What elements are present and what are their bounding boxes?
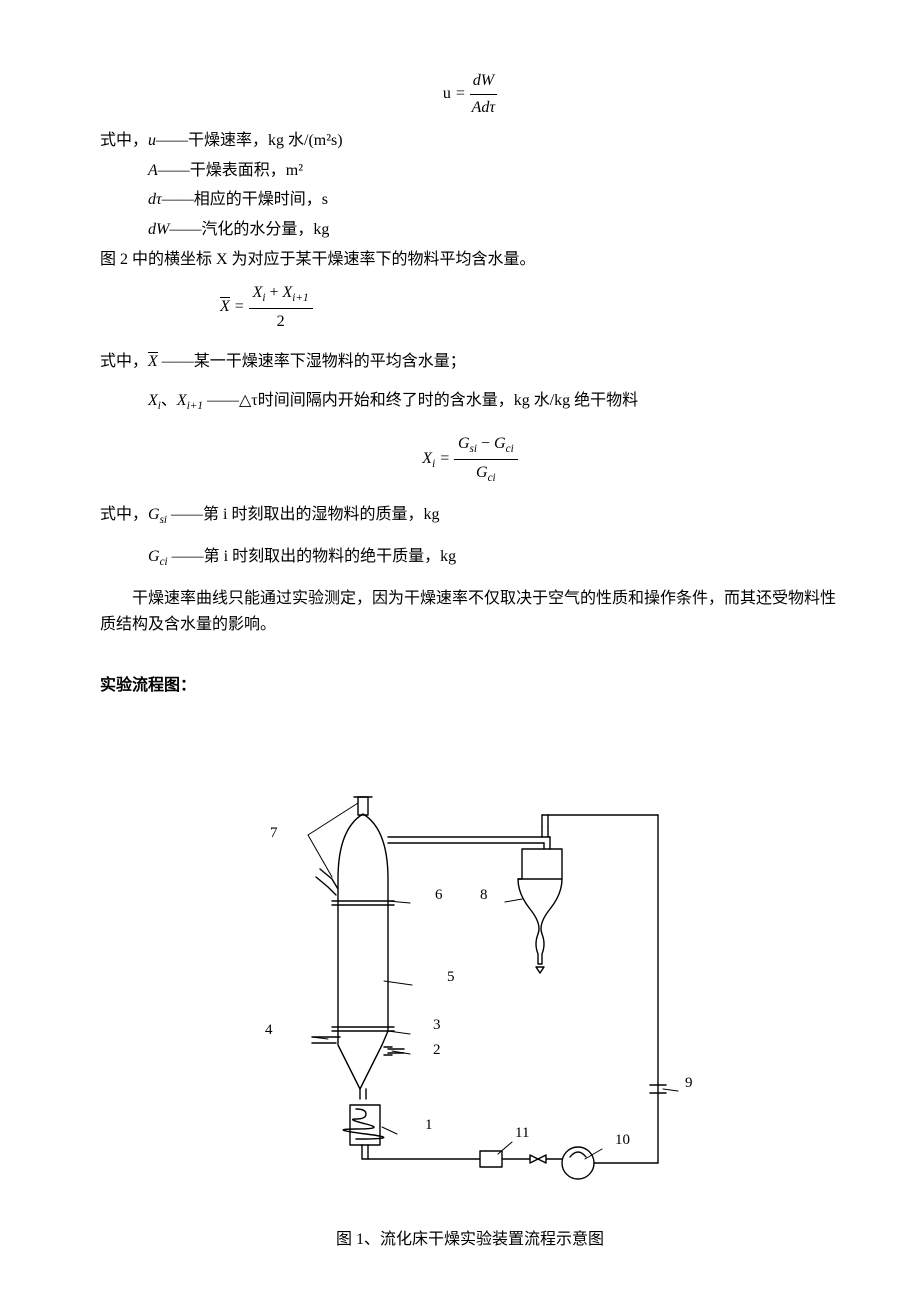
section-title: 实验流程图： [100, 673, 840, 699]
diagram-label-3: 3 [433, 1017, 441, 1033]
defs1-line2: A——干燥表面积，m² [148, 158, 840, 184]
diagram-label-1: 1 [425, 1117, 433, 1133]
diagram-label-9: 9 [685, 1075, 693, 1091]
def-u-sym: u [148, 132, 156, 149]
defs3-row1: 式中，Gsi ——第 i 时刻取出的湿物料的质量，kg [100, 502, 840, 530]
defs1-line1: 式中，u——干燥速率，kg 水/(m²s) [100, 128, 840, 154]
defs1-line3: dτ——相应的干燥时间，s [148, 187, 840, 213]
equation-2: X = Xi + Xi+1 2 [220, 280, 840, 335]
diagram-label-2: 2 [433, 1042, 441, 1058]
diagram-label-6: 6 [435, 887, 443, 903]
def-u-desc: 干燥速率，kg 水/(m²s) [188, 132, 343, 149]
diagram-label-4: 4 [265, 1022, 273, 1038]
flow-diagram: 1 2 3 4 5 6 7 8 9 10 11 [100, 719, 840, 1219]
flow-svg: 1 2 3 4 5 6 7 8 9 10 11 [210, 719, 730, 1219]
diagram-label-10: 10 [615, 1132, 630, 1148]
defs3-row2: Gci ——第 i 时刻取出的物料的绝干质量，kg [148, 544, 840, 572]
equation-3: Xi = Gsi − Gci Gci [100, 431, 840, 488]
figure-caption: 图 1、流化床干燥实验装置流程示意图 [100, 1227, 840, 1253]
note1: 图 2 中的横坐标 X 为对应于某干燥速率下的物料平均含水量。 [100, 247, 840, 273]
paragraph: 干燥速率曲线只能通过实验测定，因为干燥速率不仅取决于空气的性质和操作条件，而其还… [100, 586, 840, 637]
diagram-label-11: 11 [515, 1125, 529, 1141]
diagram-label-5: 5 [447, 969, 455, 985]
defs2-row1: 式中，X ——某一干燥速率下湿物料的平均含水量； [100, 349, 840, 375]
eq1-num: dW [470, 68, 498, 95]
defs1-line4: dW——汽化的水分量，kg [148, 217, 840, 243]
equation-1: u = dW Adτ [100, 68, 840, 120]
defs2-row2: Xi、Xi+1 ——△τ时间间隔内开始和终了时的含水量，kg 水/kg 绝干物料 [148, 388, 840, 416]
diagram-label-8: 8 [480, 887, 488, 903]
diagram-label-7: 7 [270, 825, 278, 841]
page-content: u = dW Adτ 式中，u——干燥速率，kg 水/(m²s) A——干燥表面… [100, 68, 840, 1252]
eq1-den: Adτ [470, 95, 498, 121]
defs1-lead: 式中， [100, 132, 148, 149]
